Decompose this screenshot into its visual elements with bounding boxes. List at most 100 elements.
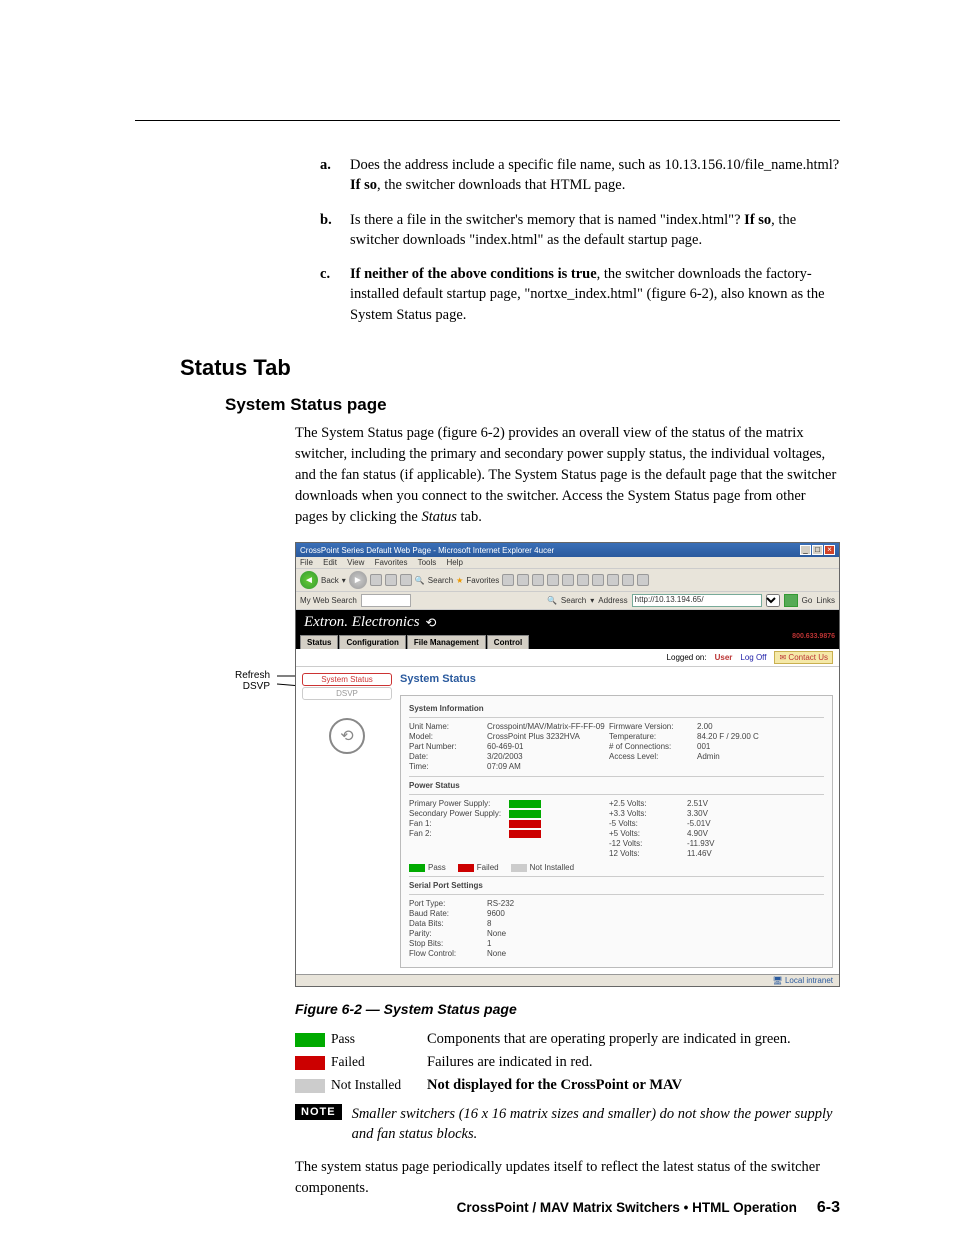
- search-label[interactable]: Search: [428, 576, 453, 585]
- go-label: Go: [802, 596, 813, 605]
- menu-help[interactable]: Help: [447, 558, 463, 567]
- window-title: CrossPoint Series Default Web Page - Mic…: [300, 546, 554, 555]
- list-label-c: c: [320, 266, 326, 282]
- mail-icon[interactable]: [532, 574, 544, 586]
- myweb-input[interactable]: [361, 594, 411, 607]
- intro-paragraph: The System Status page (figure 6-2) prov…: [295, 423, 840, 528]
- legend-ni-icon: [511, 864, 527, 872]
- figure-caption: Figure 6-2 — System Status page: [295, 1001, 840, 1017]
- status-box: System Information Unit Name:Crosspoint/…: [400, 695, 833, 968]
- window-titlebar: CrossPoint Series Default Web Page - Mic…: [296, 543, 839, 557]
- list-content-a: Does the address include a specific file…: [350, 155, 840, 196]
- page-footer: CrossPoint / MAV Matrix Switchers • HTML…: [135, 1199, 840, 1217]
- history-icon[interactable]: [517, 574, 529, 586]
- panel-title: System Status: [400, 673, 833, 685]
- window-controls: _ □ ×: [800, 545, 835, 555]
- tab-configuration[interactable]: Configuration: [339, 635, 405, 649]
- address-bar-row: My Web Search 🔍 Search ▾ Address http://…: [296, 592, 839, 610]
- list-item-b: b. Is there a file in the switcher's mem…: [320, 210, 840, 251]
- footer-title: CrossPoint / MAV Matrix Switchers • HTML…: [457, 1200, 797, 1215]
- browser-statusbar: 🖥 Local intranet: [296, 974, 839, 986]
- menu-bar: File Edit View Favorites Tools Help: [296, 557, 839, 568]
- ordered-list: a. Does the address include a specific f…: [320, 155, 840, 325]
- logoff-link[interactable]: Log Off: [740, 653, 766, 662]
- favorites-label[interactable]: Favorites: [466, 576, 499, 585]
- sidebar: System Status DSVP ⟲: [302, 673, 392, 968]
- minimize-button[interactable]: _: [800, 545, 811, 555]
- callout-dsvp: DSVP: [235, 681, 270, 692]
- power-grid: Primary Power Supply: Secondary Power Su…: [409, 799, 824, 859]
- footer-page-number: 6-3: [817, 1199, 840, 1217]
- brand-header: Extron. Electronics ⟲: [296, 610, 839, 635]
- menu-view[interactable]: View: [347, 558, 364, 567]
- loggedon-user: User: [715, 653, 733, 662]
- note-text: Smaller switchers (16 x 16 matrix sizes …: [352, 1104, 840, 1145]
- loggedon-label: Logged on:: [667, 653, 707, 662]
- media-icon[interactable]: [502, 574, 514, 586]
- list-label-a: a: [320, 157, 327, 173]
- note-badge: NOTE: [295, 1104, 342, 1120]
- home-icon[interactable]: [400, 574, 412, 586]
- links-label[interactable]: Links: [816, 596, 835, 605]
- tool-icon-1[interactable]: [592, 574, 604, 586]
- note-block: NOTE Smaller switchers (16 x 16 matrix s…: [295, 1104, 840, 1145]
- contact-us-tab[interactable]: ✉ Contact Us: [774, 651, 833, 664]
- callout-refresh: Refresh: [235, 670, 270, 681]
- tool-icon-2[interactable]: [607, 574, 619, 586]
- status-bar-icon: [509, 810, 541, 818]
- tool-icon-3[interactable]: [622, 574, 634, 586]
- forward-button[interactable]: ►: [349, 571, 367, 589]
- menu-file[interactable]: File: [300, 558, 313, 567]
- phone-area: 800.633.9876: [792, 633, 835, 640]
- brand-text: Extron. Electronics: [304, 614, 420, 631]
- stop-icon[interactable]: [370, 574, 382, 586]
- menu-favorites[interactable]: Favorites: [375, 558, 408, 567]
- legend-key: Pass Components that are operating prope…: [295, 1031, 840, 1094]
- swatch-pass-icon: [295, 1033, 325, 1047]
- closing-paragraph: The system status page periodically upda…: [295, 1157, 840, 1199]
- discuss-icon[interactable]: [577, 574, 589, 586]
- section-power: Power Status: [409, 781, 824, 790]
- maximize-button[interactable]: □: [812, 545, 823, 555]
- list-item-a: a. Does the address include a specific f…: [320, 155, 840, 196]
- section-serial: Serial Port Settings: [409, 881, 824, 890]
- close-button[interactable]: ×: [824, 545, 835, 555]
- print-icon[interactable]: [547, 574, 559, 586]
- sysinfo-grid: Unit Name:Crosspoint/MAV/Matrix-FF-FF-09…: [409, 722, 824, 772]
- key-ni: Not Installed Not displayed for the Cros…: [295, 1077, 840, 1094]
- back-button[interactable]: ◄: [300, 571, 318, 589]
- zone-icon: 🖥: [773, 976, 785, 985]
- heading-system-status: System Status page: [225, 395, 840, 415]
- phone-number: 800.633.9876: [792, 633, 835, 640]
- list-label-b: b: [320, 212, 328, 228]
- tab-control[interactable]: Control: [487, 635, 529, 649]
- tool-icon-4[interactable]: [637, 574, 649, 586]
- refresh-icon[interactable]: [385, 574, 397, 586]
- legend-fail-icon: [458, 864, 474, 872]
- page-tabs: Status Configuration File Management Con…: [296, 635, 839, 649]
- page-body: System Status DSVP ⟲ System Status Syste…: [296, 667, 839, 974]
- address-dropdown[interactable]: [766, 594, 780, 607]
- sidebar-dsvp[interactable]: DSVP: [302, 687, 392, 700]
- list-content-c: If neither of the above conditions is tr…: [350, 264, 840, 325]
- serial-grid: Port Type:RS-232 Baud Rate:9600 Data Bit…: [409, 899, 824, 958]
- tab-filemgmt[interactable]: File Management: [407, 635, 486, 649]
- login-row: Logged on: User Log Off ✉ Contact Us: [296, 649, 839, 667]
- tab-status[interactable]: Status: [300, 635, 338, 649]
- address-input[interactable]: http://10.13.194.65/: [632, 594, 762, 607]
- menu-edit[interactable]: Edit: [323, 558, 337, 567]
- swatch-fail-icon: [295, 1056, 325, 1070]
- go-button[interactable]: [784, 594, 798, 607]
- back-label: Back: [321, 576, 339, 585]
- legend-row: Pass Failed Not Installed: [409, 863, 824, 872]
- status-bar-icon: [509, 800, 541, 808]
- swatch-ni-icon: [295, 1079, 325, 1093]
- legend-pass-icon: [409, 864, 425, 872]
- status-bar-icon: [509, 820, 541, 828]
- brand-logo-icon: ⟲: [426, 615, 437, 631]
- address-label: Address: [598, 596, 627, 605]
- key-fail: Failed Failures are indicated in red.: [295, 1054, 840, 1071]
- sidebar-system-status[interactable]: System Status: [302, 673, 392, 686]
- menu-tools[interactable]: Tools: [418, 558, 437, 567]
- edit-icon[interactable]: [562, 574, 574, 586]
